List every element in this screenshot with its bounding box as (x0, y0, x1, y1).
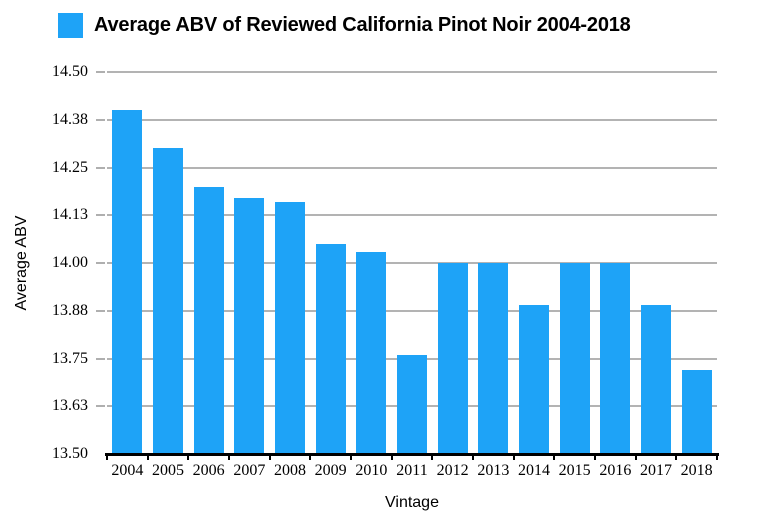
x-tick-label: 2006 (192, 462, 225, 479)
x-tick-mark (512, 454, 515, 460)
x-tick-label: 2004 (111, 462, 144, 479)
x-axis-title: Vintage (385, 494, 439, 511)
x-tick-mark (431, 454, 434, 460)
x-tick-mark (594, 454, 596, 460)
x-tick-label: 2017 (639, 462, 672, 479)
y-tick-mark (96, 214, 105, 217)
x-tick-mark (390, 454, 393, 460)
legend: Average ABV of Reviewed California Pinot… (58, 13, 631, 38)
y-tick-label: 14.25 (52, 158, 88, 176)
x-tick-mark (187, 454, 190, 460)
x-tick-mark (268, 454, 271, 460)
chart-title: Average ABV of Reviewed California Pinot… (94, 14, 631, 36)
x-tick-label: 2011 (396, 462, 428, 479)
x-tick-label: 2016 (599, 462, 632, 479)
bar-2005 (153, 148, 183, 454)
bar-2004 (112, 110, 143, 454)
bar-2016 (600, 263, 631, 454)
bar-2014 (519, 305, 549, 454)
y-tick-label: 14.50 (52, 63, 88, 80)
bar-2009 (315, 243, 346, 454)
y-tick-mark (96, 118, 105, 121)
bar-2015 (559, 263, 590, 454)
x-tick-mark (228, 454, 230, 460)
x-tick-label: 2014 (517, 462, 550, 479)
x-tick-label: 2012 (436, 462, 469, 479)
y-axis-title: Average ABV (13, 215, 30, 311)
x-tick-mark (553, 454, 556, 460)
gridline (107, 166, 717, 169)
bar-2017 (641, 305, 671, 454)
y-tick-label: 14.00 (52, 254, 88, 271)
bar-2018 (681, 369, 712, 454)
y-tick-label: 13.63 (52, 397, 88, 415)
x-tick-label: 2015 (558, 462, 591, 479)
x-tick-label: 2013 (477, 462, 510, 479)
x-tick-mark (350, 454, 352, 460)
gridline (107, 118, 717, 121)
y-tick-label: 13.75 (52, 349, 88, 367)
y-tick-label: 14.38 (52, 110, 88, 128)
x-tick-mark (472, 454, 474, 460)
bar-2013 (478, 263, 509, 454)
x-tick-label: 2008 (273, 462, 306, 479)
gridline (107, 262, 717, 264)
x-tick-mark (146, 454, 149, 460)
bar-2008 (275, 201, 305, 454)
y-tick-mark (96, 405, 105, 408)
x-tick-mark (716, 454, 718, 460)
gridline (107, 214, 717, 217)
y-tick-mark (96, 309, 105, 312)
legend-swatch (58, 13, 83, 38)
x-tick-mark (106, 454, 108, 460)
x-tick-label: 2009 (314, 462, 347, 479)
bar-2007 (234, 198, 265, 454)
y-tick-label: 13.50 (52, 445, 88, 462)
y-tick-label: 13.88 (52, 301, 88, 319)
x-tick-mark (675, 454, 678, 460)
gridline (107, 71, 717, 73)
x-tick-mark (309, 454, 312, 460)
y-tick-mark (96, 262, 105, 264)
y-tick-mark (96, 71, 105, 73)
gridline (107, 309, 717, 312)
y-tick-mark (96, 166, 105, 169)
y-tick-mark (96, 357, 105, 360)
x-tick-label: 2018 (680, 462, 713, 479)
bar-2011 (397, 354, 427, 454)
x-tick-mark (634, 454, 637, 460)
x-tick-label: 2007 (233, 462, 266, 479)
bar-2010 (356, 251, 387, 454)
x-tick-label: 2005 (151, 462, 184, 479)
bar-2012 (437, 263, 468, 454)
x-tick-label: 2010 (355, 462, 388, 479)
bar-2006 (193, 186, 224, 454)
x-axis-line (105, 453, 719, 456)
y-tick-label: 14.13 (52, 206, 88, 224)
